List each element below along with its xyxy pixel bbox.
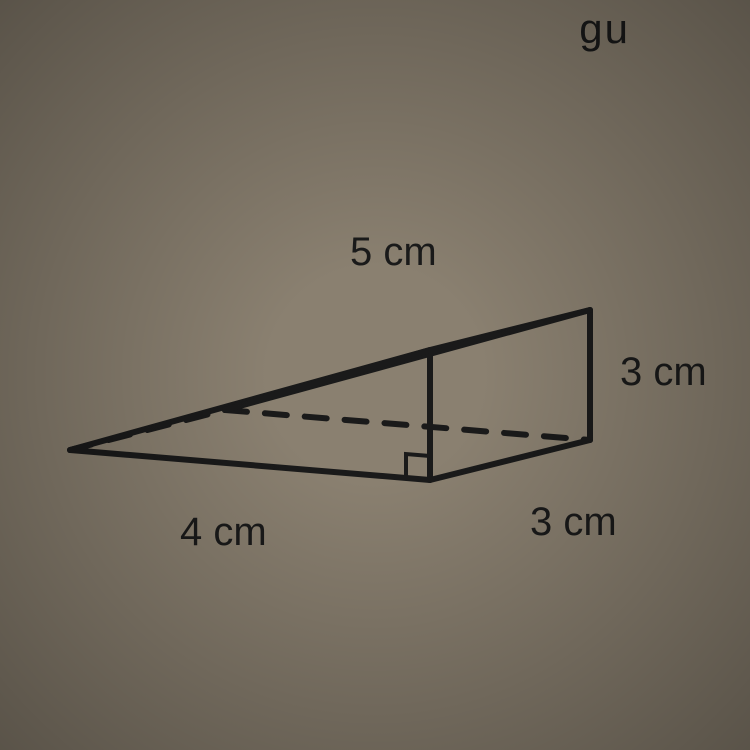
label-top: 5 cm [350,230,437,275]
edge-CF [225,350,430,410]
right-angle-marker [406,454,430,478]
label-bottom-right: 3 cm [530,500,617,545]
edge-hidden-FD [225,410,590,440]
edge-AB [70,450,430,480]
edge-BD [430,440,590,480]
label-right: 3 cm [620,350,707,395]
label-bottom-left: 4 cm [180,510,267,555]
prism-diagram: 5 cm 3 cm 3 cm 4 cm [50,150,700,600]
partial-header-text: gu [579,5,630,53]
